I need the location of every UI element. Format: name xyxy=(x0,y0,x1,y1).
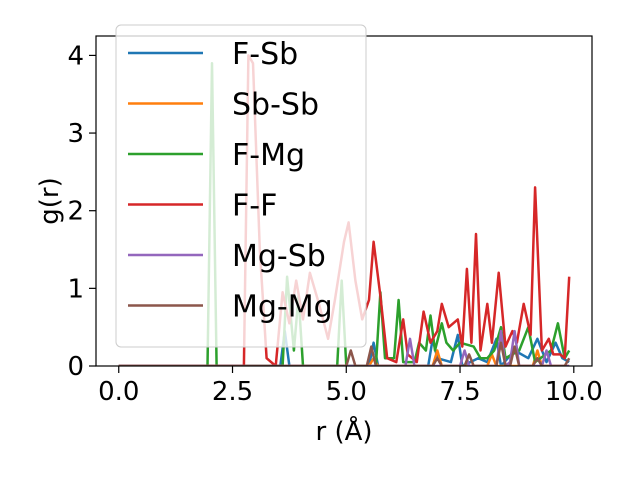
y-tick-label: 3 xyxy=(67,119,84,149)
x-axis-label: r (Å) xyxy=(315,415,372,447)
x-tick-label: 0.0 xyxy=(98,377,139,407)
x-tick-label: 10.0 xyxy=(545,377,603,407)
legend-box xyxy=(115,24,367,348)
legend: F-Sb Sb-Sb F-Mg F-F Mg-Sb Mg-Mg xyxy=(115,24,367,348)
y-axis-label: g(r) xyxy=(35,177,65,224)
series-line-mg-sb xyxy=(118,329,570,366)
y-tick-label: 4 xyxy=(67,41,84,71)
x-tick-label: 2.5 xyxy=(212,377,253,407)
y-tick-label: 2 xyxy=(67,197,84,227)
x-tick-label: 5.0 xyxy=(326,377,367,407)
legend-label-f-f: F-F xyxy=(232,189,277,224)
legend-label-sb-sb: Sb-Sb xyxy=(232,88,319,123)
legend-label-f-mg: F-Mg xyxy=(232,138,305,173)
x-tick-label: 7.5 xyxy=(439,377,480,407)
x-axis: 0.0 2.5 5.0 7.5 10.0 xyxy=(98,366,603,407)
legend-label-f-sb: F-Sb xyxy=(232,37,298,72)
series-line-mg-mg xyxy=(118,341,571,366)
y-tick-label: 1 xyxy=(67,274,84,304)
y-axis: 0 1 2 3 4 xyxy=(67,41,96,382)
series-line-f-sb xyxy=(118,329,570,366)
legend-label-mg-sb: Mg-Sb xyxy=(232,239,326,274)
legend-label-mg-mg: Mg-Mg xyxy=(232,290,333,325)
y-tick-label: 0 xyxy=(67,352,84,382)
